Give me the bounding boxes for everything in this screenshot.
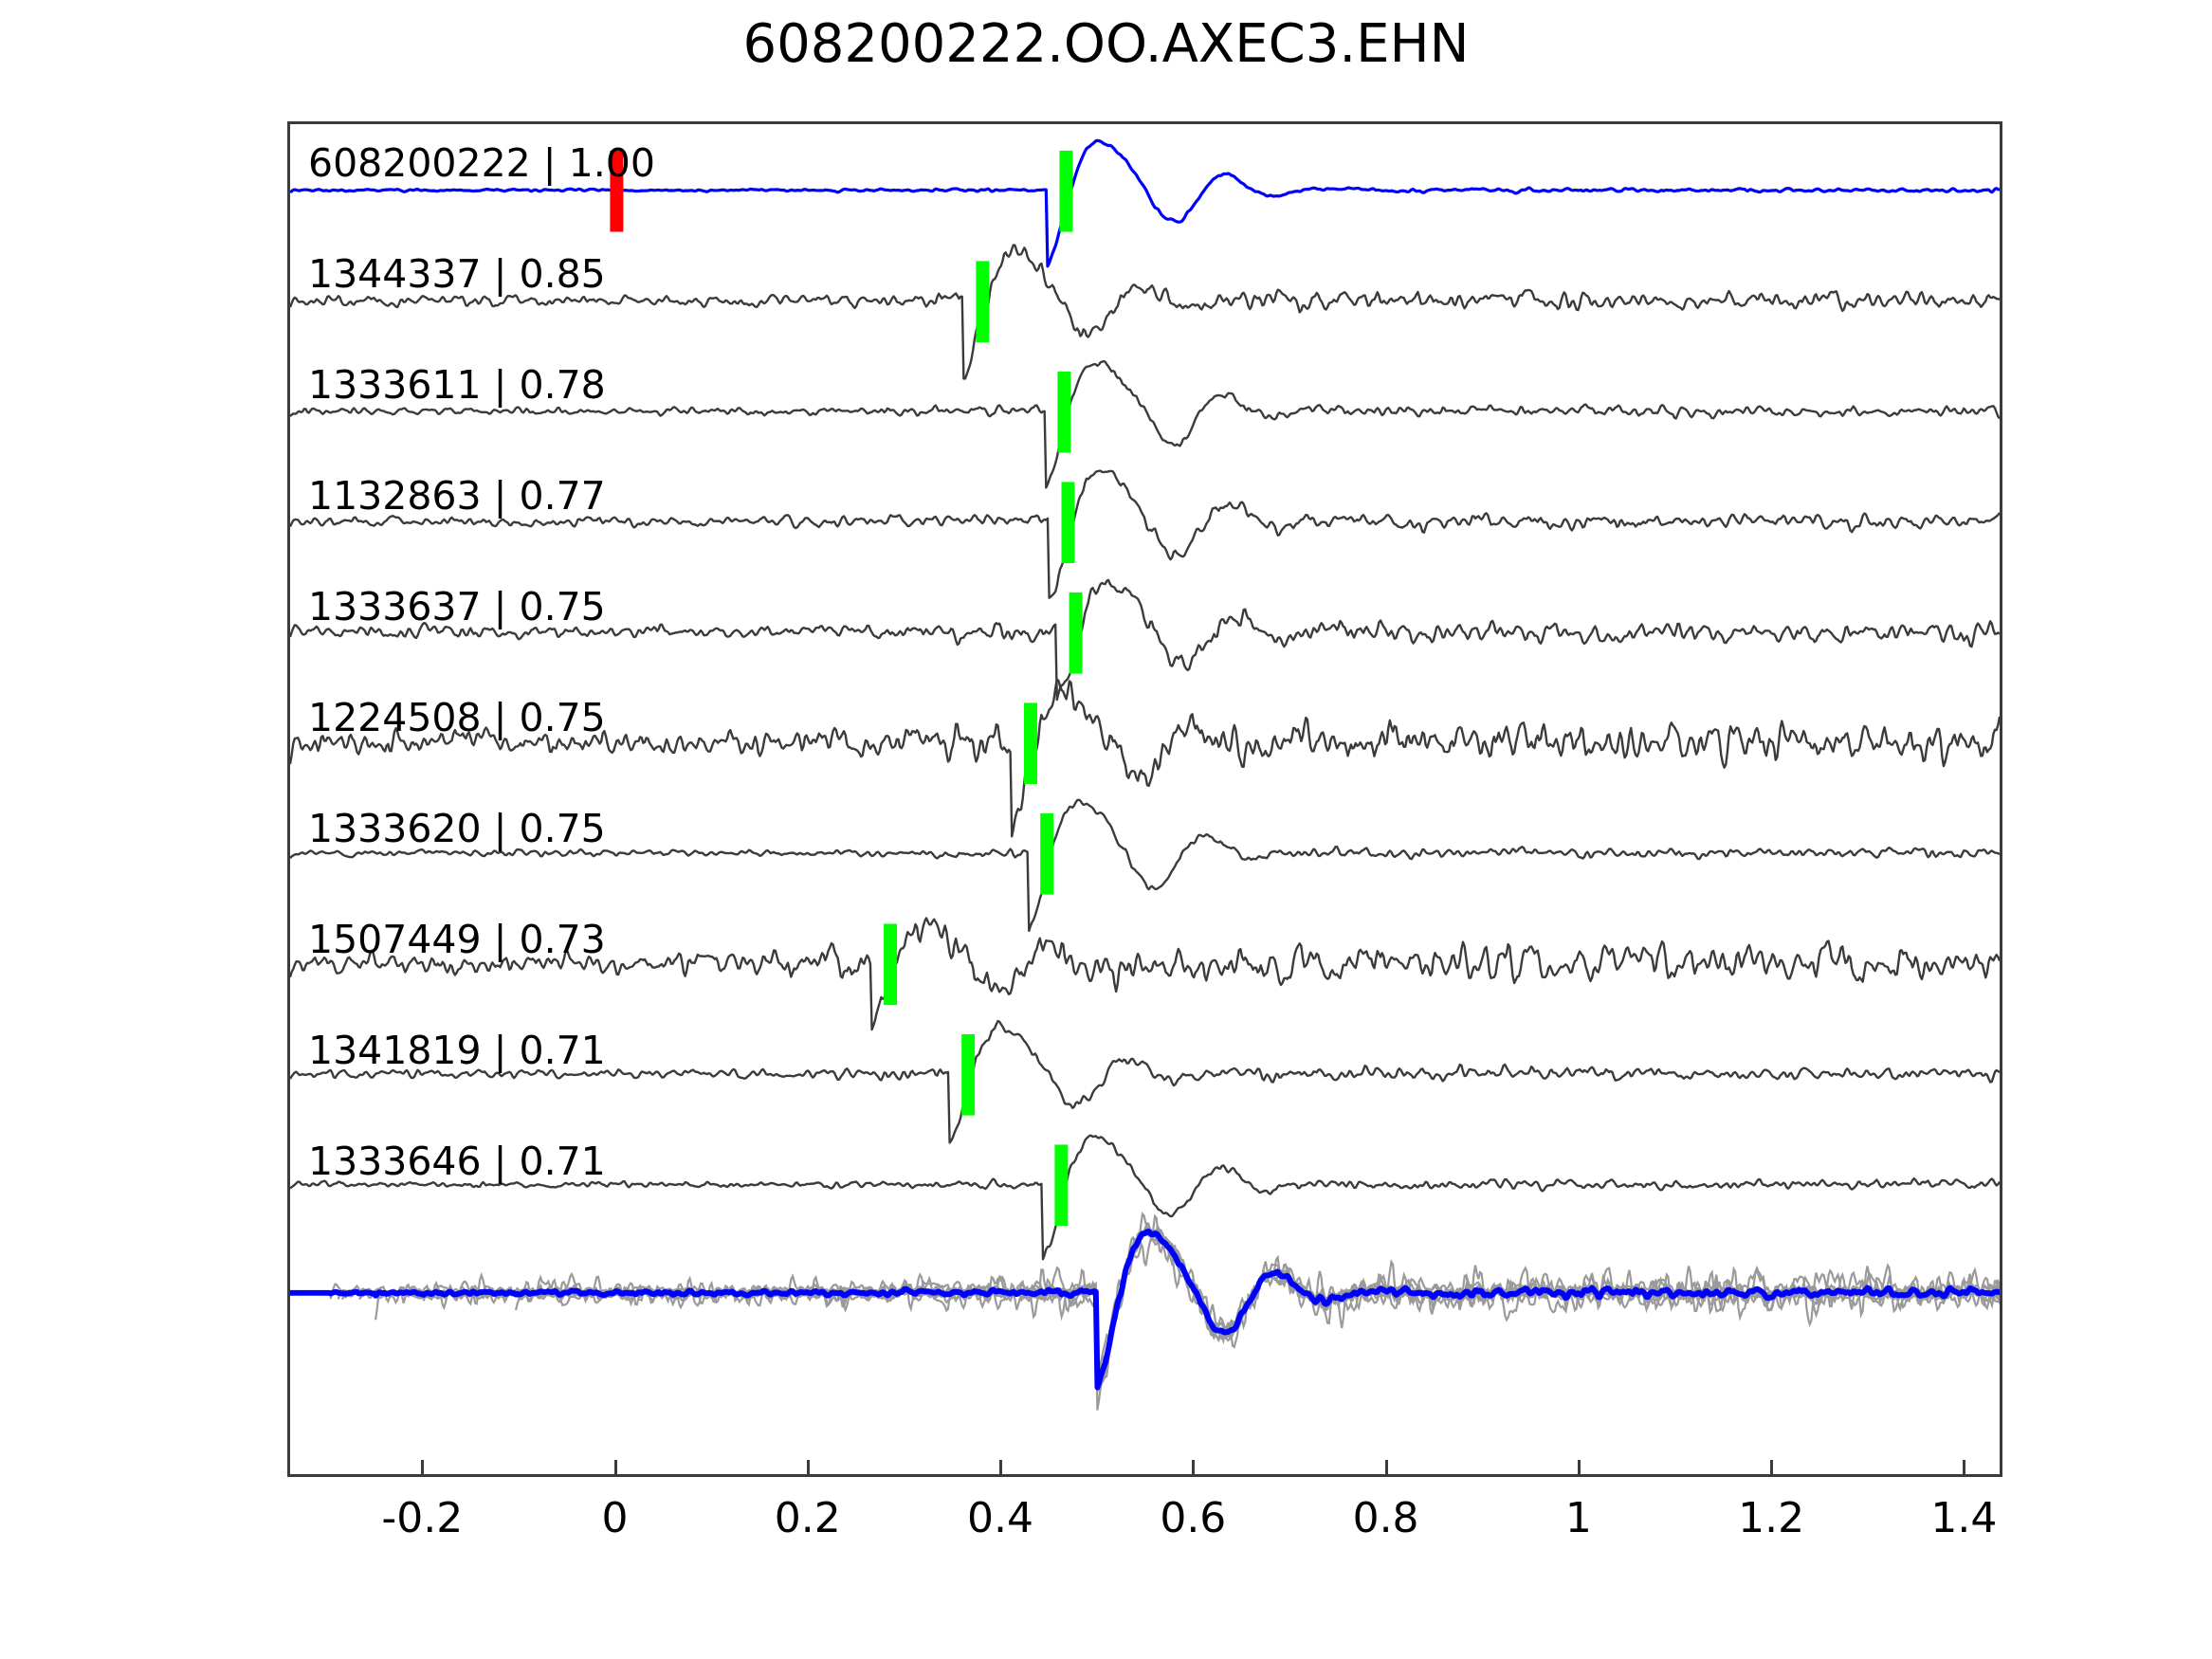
trace-label-1507449: 1507449 | 0.73 xyxy=(308,917,606,962)
pick-marker[interactable] xyxy=(1061,482,1075,564)
match-waveform xyxy=(290,359,2000,489)
trace-label-608200222: 608200222 | 1.00 xyxy=(308,140,655,186)
pick-marker[interactable] xyxy=(1069,592,1083,674)
pick-marker[interactable] xyxy=(1054,1144,1069,1227)
pick-marker[interactable] xyxy=(961,1033,976,1116)
x-tick-label: 0.4 xyxy=(967,1494,1034,1542)
trace-row-1341819[interactable] xyxy=(290,1019,2000,1144)
trace-row-1507449[interactable] xyxy=(290,917,2000,1031)
x-tick-label: 0.8 xyxy=(1352,1494,1419,1542)
pick-marker[interactable] xyxy=(1023,702,1037,785)
template-waveform xyxy=(290,138,2000,268)
trace-row-1132863[interactable] xyxy=(290,469,2000,599)
match-waveform xyxy=(290,798,2000,933)
trace-row-1333620[interactable] xyxy=(290,798,2000,933)
trace-row-1224508[interactable] xyxy=(290,678,2000,838)
trace-row-1333646[interactable] xyxy=(290,1134,2000,1261)
trace-label-1344337: 1344337 | 0.85 xyxy=(308,251,606,297)
x-tick-label: -0.2 xyxy=(381,1494,464,1542)
trace-label-1132863: 1132863 | 0.77 xyxy=(308,473,606,519)
trace-label-1333637: 1333637 | 0.75 xyxy=(308,584,606,629)
pick-marker[interactable] xyxy=(1040,812,1054,895)
trace-label-1333620: 1333620 | 0.75 xyxy=(308,806,606,851)
plot-area[interactable] xyxy=(287,121,2002,1477)
match-waveform xyxy=(290,244,2000,380)
x-tick-label: 1 xyxy=(1564,1494,1592,1542)
origin-marker[interactable] xyxy=(610,150,624,232)
x-tick-label: 0.6 xyxy=(1160,1494,1227,1542)
stack-overlay-trace xyxy=(514,1233,2000,1376)
trace-label-1341819: 1341819 | 0.71 xyxy=(308,1028,606,1073)
x-tick-label: 1.4 xyxy=(1930,1494,1998,1542)
x-tick-label: 0 xyxy=(601,1494,629,1542)
trace-row-1344337[interactable] xyxy=(290,244,2000,380)
match-waveform xyxy=(290,469,2000,599)
match-waveform xyxy=(290,1019,2000,1144)
trace-label-1224508: 1224508 | 0.75 xyxy=(308,695,606,740)
trace-label-1333646: 1333646 | 0.71 xyxy=(308,1139,606,1184)
trace-row-1333611[interactable] xyxy=(290,359,2000,489)
pick-marker[interactable] xyxy=(1057,371,1071,453)
x-tick-label: 0.2 xyxy=(774,1494,841,1542)
waveform-canvas xyxy=(290,138,2000,1411)
stack-mean-trace xyxy=(290,1229,2000,1391)
trace-row-608200222[interactable] xyxy=(290,138,2000,268)
pick-marker[interactable] xyxy=(884,923,898,1006)
match-waveform xyxy=(290,678,2000,838)
trace-row-1333637[interactable] xyxy=(290,578,2000,702)
match-waveform xyxy=(290,578,2000,702)
stack-overlay-trace xyxy=(358,1225,2000,1391)
trace-label-1333611: 1333611 | 0.78 xyxy=(308,362,606,408)
stack-overlay-trace xyxy=(375,1212,2000,1411)
page-title: 608200222.OO.AXEC3.EHN xyxy=(742,13,1470,75)
match-waveform xyxy=(290,1134,2000,1261)
aligned-stack-panel xyxy=(290,1212,2000,1411)
pick-marker[interactable] xyxy=(976,261,990,343)
match-waveform xyxy=(290,917,2000,1031)
pick-marker[interactable] xyxy=(1059,150,1073,232)
x-tick-label: 1.2 xyxy=(1738,1494,1805,1542)
